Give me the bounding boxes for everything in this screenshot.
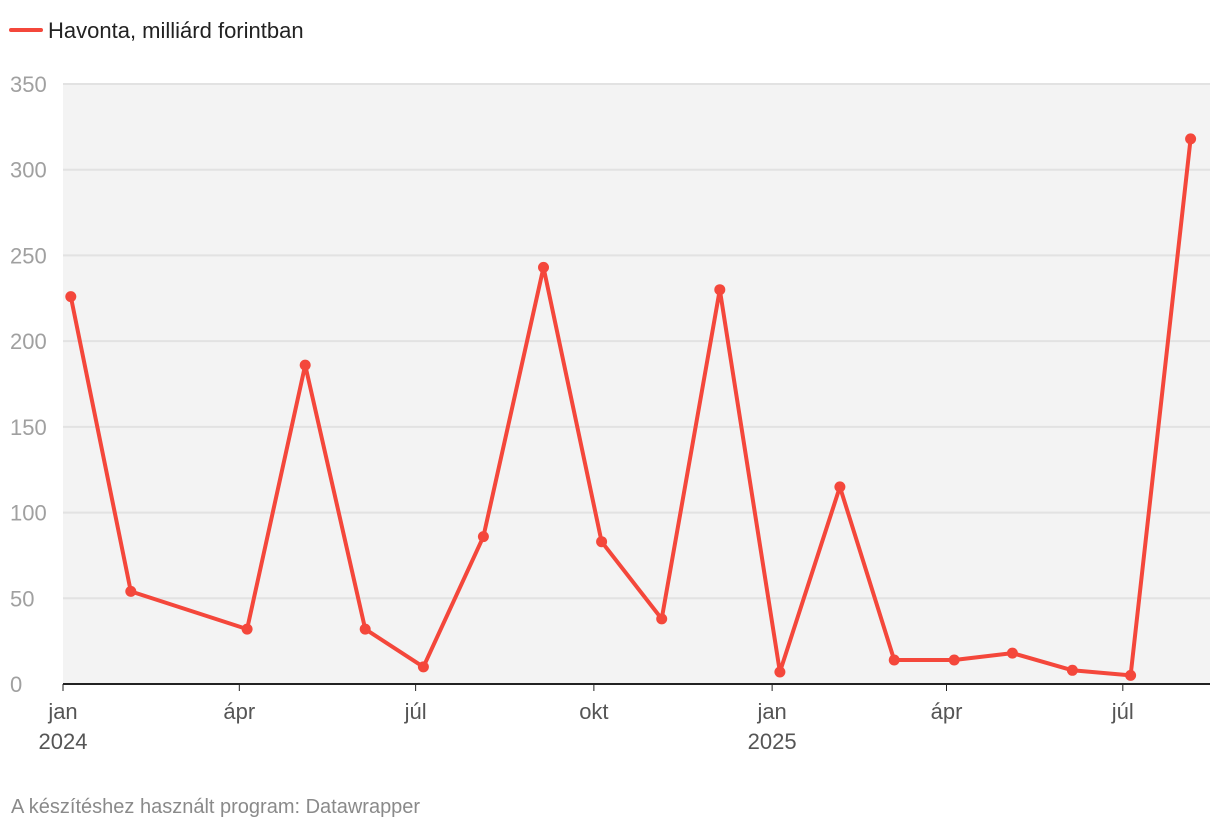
- legend: Havonta, milliárd forintban: [9, 18, 304, 43]
- x-tick-label: júl: [404, 699, 427, 724]
- y-axis-ticks: 0 50 100 150 200 250 300 350: [10, 72, 47, 697]
- data-point: [1125, 669, 1137, 681]
- footer-credit: A készítéshez használt program: Datawrap…: [11, 796, 420, 818]
- legend-label: Havonta, milliárd forintban: [48, 18, 304, 43]
- y-tick-label: 100: [10, 501, 47, 526]
- x-tick-label: jan: [756, 699, 786, 724]
- data-point: [1006, 647, 1018, 659]
- x-tick-label: jan: [47, 699, 77, 724]
- x-tick-label: júl: [1111, 699, 1134, 724]
- y-tick-label: 50: [10, 586, 34, 611]
- x-tick-label: okt: [579, 699, 608, 724]
- data-point: [774, 666, 786, 678]
- y-tick-label: 0: [10, 672, 22, 697]
- data-point: [1066, 664, 1078, 676]
- data-point: [299, 359, 311, 371]
- data-point: [948, 654, 960, 666]
- data-point: [656, 613, 668, 625]
- x-tick-year-label: 2024: [39, 729, 88, 754]
- x-axis-ticks: jan 2024 ápr júl okt jan 2025 ápr júl: [39, 684, 1134, 754]
- data-point: [1185, 133, 1197, 145]
- y-tick-label: 300: [10, 158, 47, 183]
- data-point: [417, 661, 429, 673]
- data-point: [359, 623, 371, 635]
- x-tick-label: ápr: [223, 699, 255, 724]
- data-point: [65, 291, 77, 303]
- y-tick-label: 150: [10, 415, 47, 440]
- data-point: [241, 623, 253, 635]
- y-tick-label: 250: [10, 243, 47, 268]
- data-point: [125, 585, 137, 597]
- x-tick-label: ápr: [931, 699, 963, 724]
- data-point: [834, 481, 846, 493]
- y-tick-label: 200: [10, 329, 47, 354]
- y-tick-label: 350: [10, 72, 47, 97]
- data-point: [596, 536, 608, 548]
- series: [65, 133, 1197, 681]
- data-point: [538, 261, 549, 273]
- x-tick-year-label: 2025: [748, 729, 797, 754]
- data-point: [888, 654, 900, 666]
- data-point: [477, 531, 489, 543]
- data-point: [714, 284, 726, 296]
- plot-background: [63, 84, 1210, 684]
